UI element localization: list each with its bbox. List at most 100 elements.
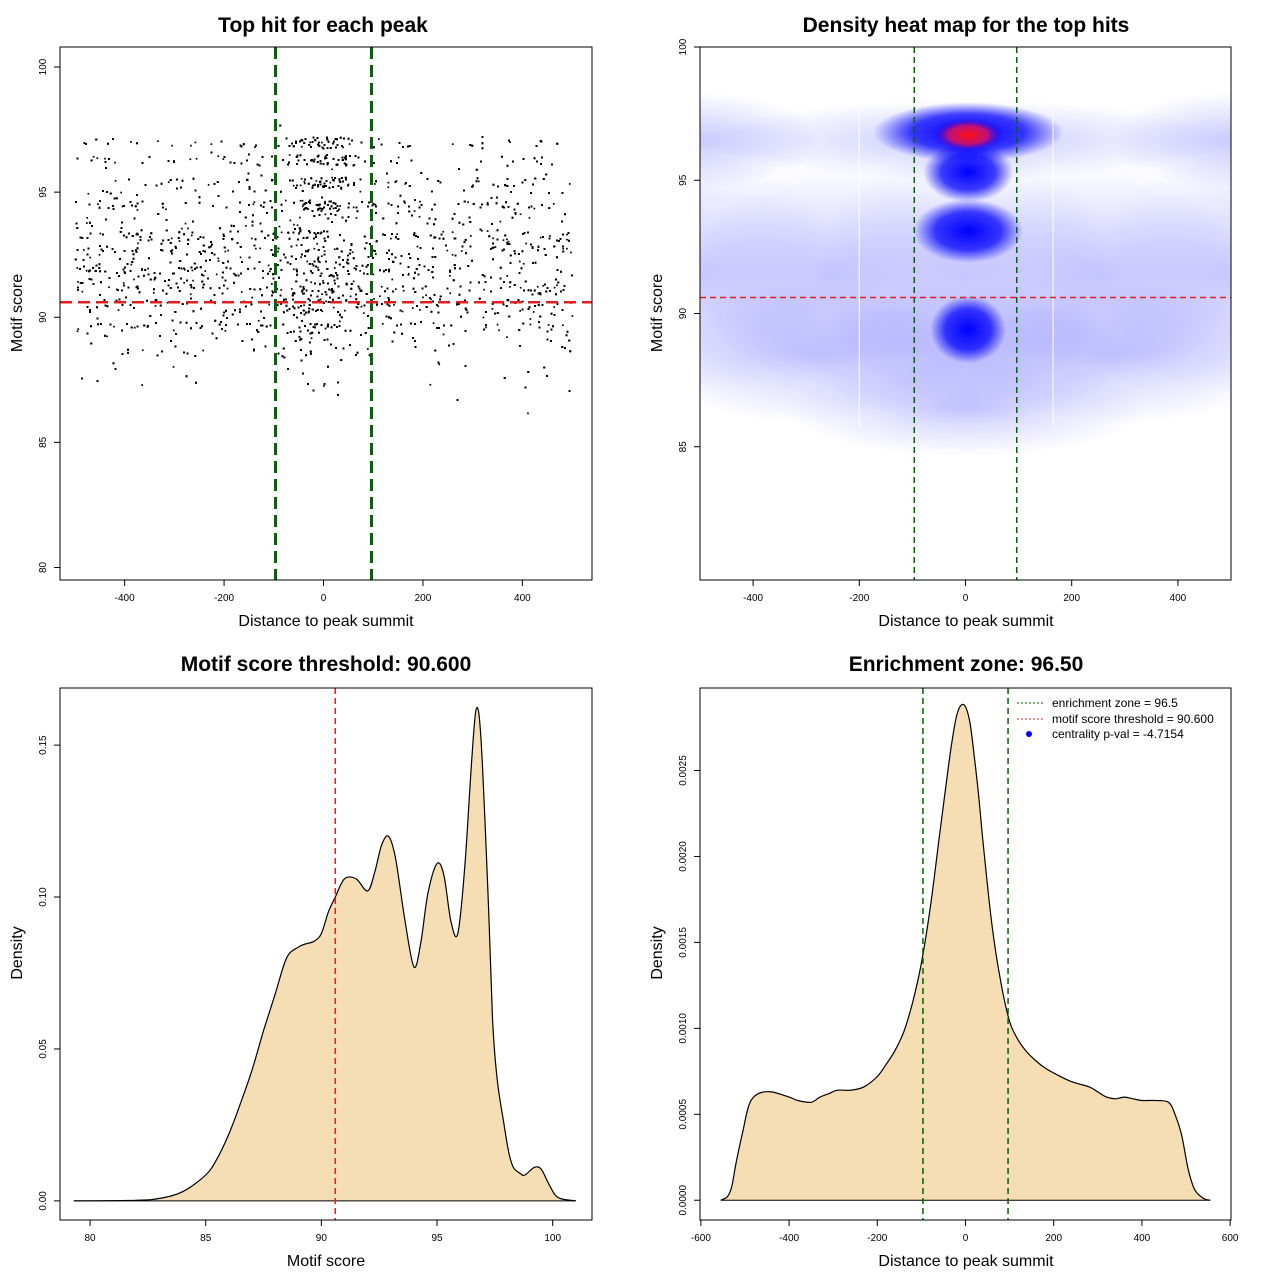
scatter-point <box>340 188 343 190</box>
scatter-point <box>418 215 421 218</box>
scatter-point <box>486 230 489 232</box>
scatter-point <box>332 306 335 309</box>
scatter-point <box>202 274 205 277</box>
scatter-point <box>113 325 115 328</box>
scatter-point <box>498 329 500 332</box>
scatter-point <box>108 286 110 289</box>
scatter-point <box>566 238 568 241</box>
scatter-point <box>566 233 568 236</box>
scatter-point <box>189 293 192 296</box>
scatter-point <box>130 263 133 266</box>
scatter-point <box>267 264 270 267</box>
scatter-point <box>232 272 235 275</box>
scatter-point <box>204 270 207 272</box>
scatter-point <box>253 201 256 203</box>
scatter-point <box>311 263 314 265</box>
scatter-point <box>553 286 556 289</box>
scatter-point <box>300 256 302 259</box>
scatter-point <box>190 144 192 147</box>
scatter-point <box>355 217 358 219</box>
scatter-point <box>519 310 521 312</box>
scatter-point <box>395 180 398 182</box>
scatter-point <box>157 140 159 143</box>
scatter-point <box>178 240 181 242</box>
scatter-point <box>87 192 90 195</box>
scatter-point <box>166 301 169 304</box>
scatter-point <box>562 247 565 250</box>
scatter-point <box>254 146 256 148</box>
scatter-point <box>362 312 365 314</box>
scatter-point <box>331 176 333 179</box>
scatter-point <box>467 201 469 203</box>
scatter-point <box>309 141 311 144</box>
scatter-point <box>171 249 174 251</box>
scatter-point <box>293 223 295 226</box>
scatter-point <box>117 309 120 311</box>
scatter-point <box>277 250 279 253</box>
scatter-point <box>491 308 494 310</box>
scatter-point <box>207 184 210 186</box>
scatter-point <box>422 296 424 299</box>
scatter-point <box>339 320 341 323</box>
scatter-point <box>170 237 173 240</box>
scatter-point <box>331 168 333 171</box>
scatter-point <box>396 233 398 235</box>
scatter-point <box>325 300 327 303</box>
scatter-point <box>86 217 89 219</box>
scatter-point <box>136 209 139 211</box>
scatter-point <box>416 245 419 248</box>
scatter-point <box>382 323 384 325</box>
scatter-point <box>77 328 80 330</box>
scatter-point <box>332 207 335 210</box>
scatter-point <box>215 273 218 276</box>
scatter-point <box>499 220 502 223</box>
scatter-point <box>437 305 439 307</box>
scatter-point <box>492 237 494 240</box>
scatter-point <box>189 158 192 161</box>
scatter-point <box>518 260 521 263</box>
scatter-point <box>529 318 532 320</box>
scatter-point <box>306 260 309 263</box>
scatter-point <box>301 205 304 208</box>
scatter-point <box>556 284 558 287</box>
scatter-point <box>315 180 318 182</box>
scatter-point <box>122 282 125 284</box>
scatter-point <box>395 288 397 290</box>
scatter-point <box>137 242 139 245</box>
scatter-point <box>226 287 229 290</box>
scatter-point <box>329 181 332 184</box>
scatter-point <box>348 143 351 145</box>
scatter-title: Top hit for each peak <box>218 14 428 37</box>
scatter-point <box>532 311 535 313</box>
scatter-point <box>316 242 318 245</box>
scatter-point <box>292 268 295 271</box>
scatter-point <box>227 249 230 252</box>
scatter-point <box>324 200 326 203</box>
scatter-point <box>245 225 247 227</box>
scatter-point <box>387 186 390 189</box>
scatter-point <box>83 249 85 251</box>
scatter-point <box>533 207 536 210</box>
scatter-point <box>81 290 84 293</box>
scatter-point <box>202 250 205 252</box>
scatter-point <box>404 183 407 185</box>
scatter-point <box>477 180 480 183</box>
scatter-point <box>268 303 271 306</box>
scatter-point <box>154 305 157 307</box>
scatter-point <box>542 284 545 287</box>
scatter-point <box>222 158 225 160</box>
scatter-point <box>347 183 350 186</box>
scatter-point <box>284 199 287 202</box>
scatter-point <box>529 323 532 326</box>
scatter-point <box>133 326 136 329</box>
scatter-point <box>298 216 301 219</box>
scatter-point <box>407 274 410 276</box>
scatter-point <box>481 229 483 232</box>
scatter-point <box>322 280 324 282</box>
scatter-point <box>280 289 283 291</box>
scatter-point <box>290 288 293 290</box>
scatter-point <box>114 161 116 164</box>
scatter-point <box>393 304 395 306</box>
scatter-point <box>451 143 454 145</box>
